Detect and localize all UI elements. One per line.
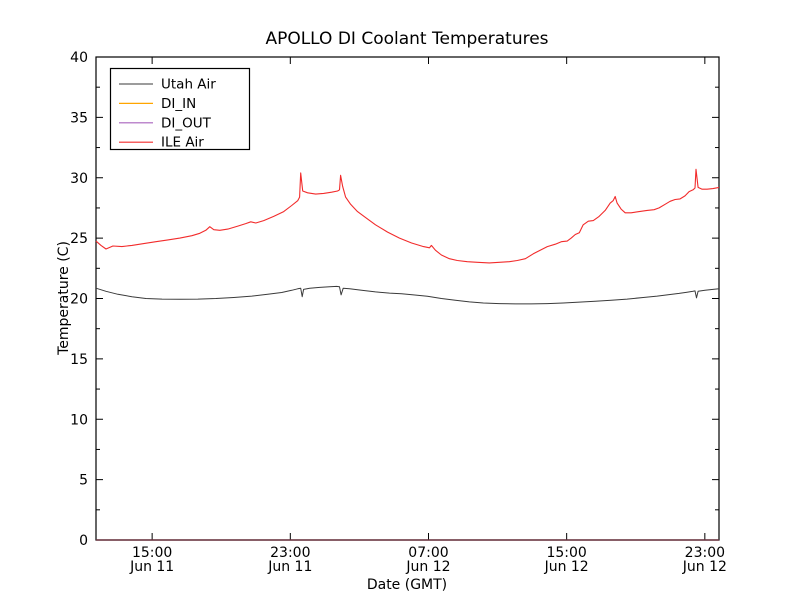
x-tick-label-date: Jun 11	[267, 559, 312, 575]
legend-label-di-out: DI_OUT	[161, 115, 212, 131]
legend-label-ile-air: ILE Air	[161, 135, 204, 151]
x-axis-label: Date (GMT)	[367, 577, 447, 593]
x-tick-label-time: 15:00	[132, 545, 172, 561]
x-tick-label-date: Jun 11	[129, 559, 174, 575]
y-tick-label: 40	[70, 50, 88, 66]
x-tick-label-time: 23:00	[270, 545, 310, 561]
y-tick-label: 35	[70, 110, 88, 126]
y-tick-label: 10	[70, 412, 88, 428]
y-tick-label: 0	[79, 533, 88, 549]
y-tick-label: 30	[70, 171, 88, 187]
y-tick-label: 5	[79, 473, 88, 489]
x-tick-label-date: Jun 12	[682, 559, 727, 575]
x-tick-label-date: Jun 12	[544, 559, 589, 575]
chart-title: APOLLO DI Coolant Temperatures	[265, 29, 548, 49]
x-tick-label-time: 23:00	[685, 545, 725, 561]
legend-label-di-in: DI_IN	[161, 96, 196, 112]
legend-label-utah-air: Utah Air	[161, 77, 216, 93]
x-tick-label-time: 07:00	[408, 545, 448, 561]
y-tick-label: 20	[70, 292, 88, 308]
legend: Utah Air DI_IN DI_OUT ILE Air	[109, 67, 251, 151]
series-line-utah-air	[95, 285, 720, 305]
y-axis-label: Temperature (C)	[56, 241, 72, 356]
x-tick-label-time: 15:00	[546, 545, 586, 561]
y-tick-label: 25	[70, 231, 88, 247]
x-tick-label-date: Jun 12	[405, 559, 450, 575]
y-tick-label: 15	[70, 352, 88, 368]
legend-box	[109, 67, 251, 151]
series-line-ile-air	[95, 168, 720, 264]
